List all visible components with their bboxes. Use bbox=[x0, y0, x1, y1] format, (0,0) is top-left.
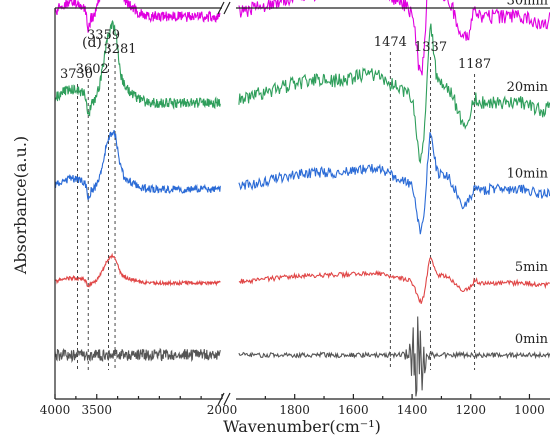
series-line-left-10min bbox=[54, 129, 221, 200]
series-line-right-20min bbox=[238, 23, 550, 164]
peak-label-3730: 3730 bbox=[60, 67, 93, 82]
peak-label-3281: 3281 bbox=[103, 42, 136, 57]
axis-break-top-0 bbox=[217, 1, 225, 15]
y-axis-title: Absorbance(a.u.) bbox=[11, 136, 30, 275]
x-tick-label-1200: 1200 bbox=[455, 403, 486, 417]
series-line-right-5min bbox=[238, 257, 550, 304]
x-tick-label-4000: 4000 bbox=[40, 403, 71, 417]
x-tick-label-1800: 1800 bbox=[279, 403, 310, 417]
x-tick-label-1000: 1000 bbox=[514, 403, 545, 417]
series-line-right-10min bbox=[238, 132, 550, 235]
peak-label-3602: 3602 bbox=[76, 62, 109, 77]
peak-label-1187: 1187 bbox=[458, 57, 491, 72]
peak-label-3359: 3359 bbox=[87, 28, 120, 43]
panel-label: (d) bbox=[82, 35, 102, 51]
peak-label-1474: 1474 bbox=[374, 35, 407, 50]
x-axis-title: Wavenumber(cm⁻¹) bbox=[223, 417, 381, 436]
series-line-right-0min bbox=[238, 316, 550, 397]
axis-break-bottom-0 bbox=[217, 392, 225, 406]
labels-group: (d) Wavenumber(cm⁻¹) Absorbance(a.u.) 0m… bbox=[11, 0, 549, 436]
peak-label-1337: 1337 bbox=[414, 40, 447, 55]
peak-lines-group bbox=[77, 45, 476, 370]
axis-break-top-1 bbox=[223, 1, 231, 15]
series-line-left-30min bbox=[54, 0, 221, 33]
x-tick-label-2000: 2000 bbox=[207, 403, 238, 417]
series-label-5min: 5min bbox=[515, 260, 549, 275]
x-tick-label-3500: 3500 bbox=[81, 403, 112, 417]
series-label-0min: 0min bbox=[515, 332, 549, 347]
spectra-group bbox=[54, 0, 550, 397]
series-line-left-5min bbox=[54, 252, 221, 288]
series-line-right-30min bbox=[238, 0, 550, 76]
axis-break-bottom-1 bbox=[223, 392, 231, 406]
x-tick-label-1400: 1400 bbox=[397, 403, 428, 417]
series-label-30min: 30min bbox=[507, 0, 549, 9]
series-label-20min: 20min bbox=[507, 80, 549, 95]
series-line-left-20min bbox=[54, 19, 221, 117]
x-tick-label-1600: 1600 bbox=[338, 403, 369, 417]
axes-group: 4000 3500 2000 1800 1600 1400 1200 1000 bbox=[40, 1, 550, 417]
series-label-10min: 10min bbox=[507, 166, 549, 181]
series-line-left-0min bbox=[54, 347, 221, 364]
